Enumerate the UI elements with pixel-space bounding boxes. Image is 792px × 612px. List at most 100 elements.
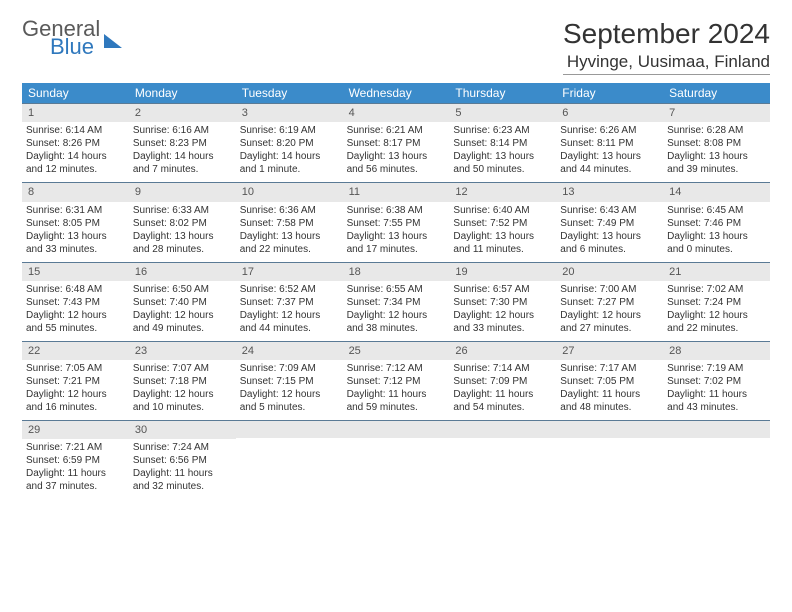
sunrise: Sunrise: 6:33 AM	[133, 204, 232, 217]
sunset: Sunset: 7:52 PM	[453, 217, 552, 230]
sunset: Sunset: 8:17 PM	[347, 137, 446, 150]
daylight-2: and 49 minutes.	[133, 322, 232, 335]
day-number: 1	[22, 104, 129, 122]
daylight-1: Daylight: 11 hours	[347, 388, 446, 401]
daylight-2: and 22 minutes.	[240, 243, 339, 256]
sunrise: Sunrise: 7:24 AM	[133, 441, 232, 454]
day-number: 9	[129, 183, 236, 201]
sunrise: Sunrise: 6:19 AM	[240, 124, 339, 137]
daylight-1: Daylight: 13 hours	[240, 230, 339, 243]
daylight-1: Daylight: 12 hours	[667, 309, 766, 322]
daylight-2: and 17 minutes.	[347, 243, 446, 256]
day-number: 6	[556, 104, 663, 122]
day-number: 21	[663, 263, 770, 281]
daylight-2: and 33 minutes.	[453, 322, 552, 335]
daylight-2: and 6 minutes.	[560, 243, 659, 256]
sunrise: Sunrise: 6:40 AM	[453, 204, 552, 217]
daylight-1: Daylight: 12 hours	[240, 388, 339, 401]
day-number: 29	[22, 421, 129, 439]
week-row: 8Sunrise: 6:31 AMSunset: 8:05 PMDaylight…	[22, 182, 770, 261]
daylight-2: and 43 minutes.	[667, 401, 766, 414]
day-number: 20	[556, 263, 663, 281]
sunset: Sunset: 7:21 PM	[26, 375, 125, 388]
daylight-1: Daylight: 14 hours	[240, 150, 339, 163]
sunset: Sunset: 8:20 PM	[240, 137, 339, 150]
day-number: 28	[663, 342, 770, 360]
daylight-2: and 22 minutes.	[667, 322, 766, 335]
day-number: 2	[129, 104, 236, 122]
sunrise: Sunrise: 6:31 AM	[26, 204, 125, 217]
day-number: 18	[343, 263, 450, 281]
daylight-1: Daylight: 12 hours	[133, 388, 232, 401]
day-cell	[343, 421, 450, 499]
day-number: 19	[449, 263, 556, 281]
daylight-1: Daylight: 12 hours	[347, 309, 446, 322]
logo-blue: Blue	[50, 36, 100, 58]
daylight-2: and 55 minutes.	[26, 322, 125, 335]
day-number	[663, 421, 770, 438]
day-cell: 23Sunrise: 7:07 AMSunset: 7:18 PMDayligh…	[129, 342, 236, 420]
logo-triangle-icon	[104, 34, 122, 48]
daylight-1: Daylight: 13 hours	[560, 150, 659, 163]
sunset: Sunset: 7:46 PM	[667, 217, 766, 230]
daylight-2: and 59 minutes.	[347, 401, 446, 414]
sunset: Sunset: 7:12 PM	[347, 375, 446, 388]
daylight-2: and 1 minute.	[240, 163, 339, 176]
sunset: Sunset: 7:02 PM	[667, 375, 766, 388]
day-number: 16	[129, 263, 236, 281]
weekday-header: Tuesday	[236, 83, 343, 103]
day-number: 25	[343, 342, 450, 360]
daylight-1: Daylight: 13 hours	[133, 230, 232, 243]
day-number: 11	[343, 183, 450, 201]
daylight-1: Daylight: 12 hours	[560, 309, 659, 322]
day-number: 17	[236, 263, 343, 281]
daylight-2: and 37 minutes.	[26, 480, 125, 493]
day-number	[556, 421, 663, 438]
daylight-1: Daylight: 12 hours	[453, 309, 552, 322]
daylight-2: and 44 minutes.	[240, 322, 339, 335]
weekday-header: Wednesday	[343, 83, 450, 103]
day-cell	[663, 421, 770, 499]
daylight-1: Daylight: 11 hours	[453, 388, 552, 401]
sunrise: Sunrise: 6:48 AM	[26, 283, 125, 296]
day-number: 22	[22, 342, 129, 360]
sunrise: Sunrise: 7:21 AM	[26, 441, 125, 454]
day-cell: 8Sunrise: 6:31 AMSunset: 8:05 PMDaylight…	[22, 183, 129, 261]
sunset: Sunset: 6:59 PM	[26, 454, 125, 467]
sunset: Sunset: 7:30 PM	[453, 296, 552, 309]
calendar: SundayMondayTuesdayWednesdayThursdayFrid…	[22, 83, 770, 499]
sunset: Sunset: 7:18 PM	[133, 375, 232, 388]
header: General Blue September 2024 Hyvinge, Uus…	[22, 18, 770, 75]
sunrise: Sunrise: 6:21 AM	[347, 124, 446, 137]
day-cell: 24Sunrise: 7:09 AMSunset: 7:15 PMDayligh…	[236, 342, 343, 420]
month-title: September 2024	[563, 18, 770, 50]
daylight-2: and 5 minutes.	[240, 401, 339, 414]
sunset: Sunset: 7:24 PM	[667, 296, 766, 309]
sunrise: Sunrise: 6:23 AM	[453, 124, 552, 137]
sunrise: Sunrise: 7:12 AM	[347, 362, 446, 375]
day-number: 14	[663, 183, 770, 201]
sunrise: Sunrise: 7:02 AM	[667, 283, 766, 296]
location: Hyvinge, Uusimaa, Finland	[563, 52, 770, 75]
daylight-1: Daylight: 13 hours	[453, 230, 552, 243]
day-cell: 13Sunrise: 6:43 AMSunset: 7:49 PMDayligh…	[556, 183, 663, 261]
sunrise: Sunrise: 7:14 AM	[453, 362, 552, 375]
week-row: 22Sunrise: 7:05 AMSunset: 7:21 PMDayligh…	[22, 341, 770, 420]
weekday-header: Thursday	[449, 83, 556, 103]
daylight-1: Daylight: 12 hours	[26, 388, 125, 401]
day-cell: 12Sunrise: 6:40 AMSunset: 7:52 PMDayligh…	[449, 183, 556, 261]
daylight-1: Daylight: 12 hours	[133, 309, 232, 322]
day-number: 3	[236, 104, 343, 122]
day-cell: 25 Sunrise: 7:12 AMSunset: 7:12 PMDayligh…	[343, 342, 450, 420]
day-cell	[449, 421, 556, 499]
daylight-2: and 12 minutes.	[26, 163, 125, 176]
daylight-1: Daylight: 13 hours	[667, 150, 766, 163]
sunrise: Sunrise: 7:05 AM	[26, 362, 125, 375]
sunset: Sunset: 8:08 PM	[667, 137, 766, 150]
daylight-1: Daylight: 13 hours	[453, 150, 552, 163]
daylight-2: and 44 minutes.	[560, 163, 659, 176]
sunset: Sunset: 7:43 PM	[26, 296, 125, 309]
sunrise: Sunrise: 7:17 AM	[560, 362, 659, 375]
daylight-1: Daylight: 11 hours	[26, 467, 125, 480]
day-number: 26	[449, 342, 556, 360]
